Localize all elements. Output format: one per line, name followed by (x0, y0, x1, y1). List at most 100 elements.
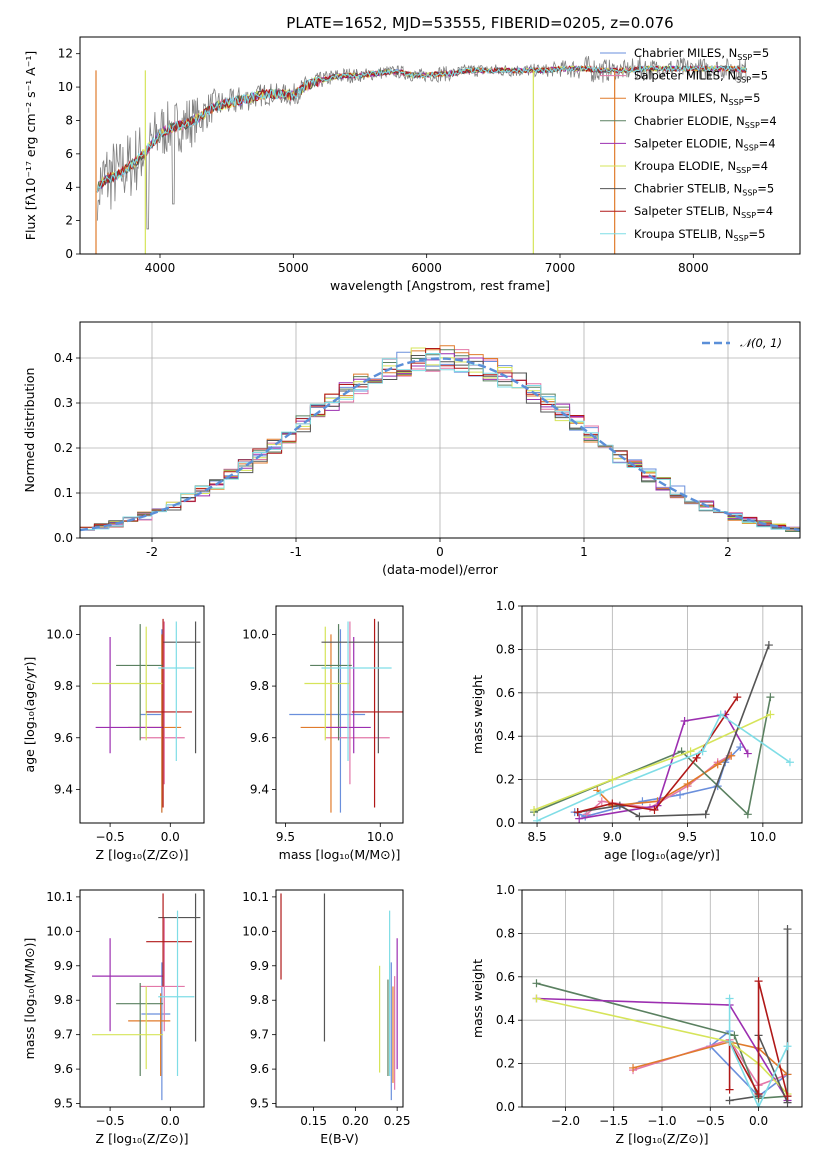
legend-name: Chabrier STELIB, N (634, 182, 742, 196)
axes-spectrum: 4000 5000 6000 7000 8000 0 2 4 6 8 10 12 wavelength … (23, 47, 709, 293)
legend-label: Chabrier ELODIE, NSSP=4 (634, 114, 777, 130)
y-tick-label: 10 (58, 80, 73, 94)
y-tick-label: 9.8 (250, 993, 269, 1007)
y-tick-label: 9.8 (250, 679, 269, 693)
weight-marker (629, 1063, 638, 1072)
weight-marker (713, 760, 722, 769)
legend-label: Kroupa STELIB, NSSP=5 (634, 227, 765, 243)
axes-mass_vs_ebv: 0.15 0.20 0.25 9.5 9.6 9.7 9.8 9.9 10.0 10.1 E(B-V… (242, 890, 410, 1146)
y-tick-label: 9.6 (250, 731, 269, 745)
x-axis-label: Z [log₁₀(Z/Z⊙)] (96, 847, 189, 862)
y-tick-label: 9.6 (250, 1062, 269, 1076)
weight-marker (727, 751, 736, 760)
weight-marker (730, 1031, 739, 1040)
weight-plot-weight_vs_Z (532, 925, 792, 1107)
weight-line (533, 713, 771, 811)
weight-marker (725, 1085, 734, 1094)
x-tick-label: 2 (724, 545, 732, 559)
weight-plot-weight_vs_age (530, 641, 794, 823)
histogram-plot (80, 345, 800, 534)
legend-label: Salpeter STELIB, NSSP=4 (634, 204, 773, 220)
y-tick-label: 10.1 (242, 890, 269, 904)
weight-marker (596, 788, 605, 797)
legend-suffix: =5 (757, 182, 774, 196)
y-tick-label: 0.2 (54, 441, 73, 455)
x-tick-label: 0.15 (300, 1114, 327, 1128)
y-tick-label: 6 (65, 147, 73, 161)
weight-marker (650, 805, 659, 814)
x-axis-label: wavelength [Angstrom, rest frame] (330, 278, 550, 293)
legend-suffix: =4 (751, 159, 768, 173)
x-tick-label: 9.5 (678, 830, 697, 844)
weight-marker (725, 1037, 734, 1046)
weight-marker (532, 994, 541, 1003)
y-tick-label: 9.7 (54, 1028, 73, 1042)
weight-marker (635, 812, 644, 821)
x-tick-label: −1.5 (599, 1114, 628, 1128)
legend-label: Salpeter ELODIE, NSSP=4 (634, 136, 776, 152)
x-axis-label: Z [log₁₀(Z/Z⊙)] (616, 1131, 709, 1146)
y-axis-label: mass [log₁₀(M/M⊙)] (22, 938, 37, 1060)
axes-frame-age_vs_mass (275, 605, 404, 824)
legend-subscript: SSP (741, 211, 756, 220)
y-tick-label: 0.6 (496, 686, 515, 700)
legend-subscript: SSP (744, 143, 759, 152)
legend-label: Salpeter MILES, NSSP=5 (634, 69, 768, 85)
legend-suffix: =5 (752, 46, 769, 60)
y-tick-label: 0.0 (496, 1100, 515, 1114)
weight-marker (686, 747, 695, 756)
weight-marker (701, 810, 710, 819)
y-tick-label: 0.1 (54, 486, 73, 500)
x-tick-label: 0.0 (161, 1114, 180, 1128)
y-tick-label: 12 (58, 47, 73, 61)
weight-marker (785, 758, 794, 767)
x-tick-label: 0.0 (749, 1114, 768, 1128)
axes-frame-spectrum (79, 36, 801, 255)
y-axis-label: age [log₁₀(age/yr)] (22, 657, 37, 773)
y-tick-label: 4 (65, 180, 73, 194)
x-tick-label: 0 (436, 545, 444, 559)
x-tick-label: 8000 (678, 261, 709, 275)
model-line (96, 64, 748, 193)
x-tick-label: 9.0 (603, 830, 622, 844)
x-tick-label: 5000 (278, 261, 309, 275)
legend-name: Salpeter ELODIE, N (634, 136, 744, 150)
x-axis-label: mass [log₁₀(M/M⊙)] (279, 847, 401, 862)
y-tick-label: 10.0 (46, 924, 73, 938)
legend-name: Chabrier MILES, N (634, 46, 737, 60)
weight-marker (608, 799, 617, 808)
x-tick-label: 0.0 (161, 830, 180, 844)
y-tick-label: 9.9 (54, 959, 73, 973)
axes-weight_vs_age: 8.5 9.0 9.5 10.0 0.0 0.2 0.4 0.6 0.8 1.0 age [log₁… (470, 599, 802, 862)
y-tick-label: 0.2 (496, 1057, 515, 1071)
x-tick-label: 8.5 (528, 830, 547, 844)
x-tick-label: 0.20 (342, 1114, 369, 1128)
y-tick-label: 10.0 (242, 627, 269, 641)
x-tick-label: 10.0 (750, 830, 777, 844)
y-tick-label: 9.4 (54, 782, 73, 796)
legend-suffix: =5 (744, 91, 761, 105)
y-tick-label: 1.0 (496, 883, 515, 897)
y-tick-label: 10.0 (46, 627, 73, 641)
weight-marker (736, 743, 745, 752)
y-tick-label: 9.4 (250, 782, 269, 796)
y-tick-label: 9.8 (54, 679, 73, 693)
weight-marker (597, 797, 606, 806)
weight-marker (638, 797, 647, 806)
axes-mass_vs_Z: −0.5 0.0 9.5 9.6 9.7 9.8 9.9 10.0 10.1 Z [log₁₀(Z… (22, 890, 188, 1146)
weight-marker (692, 753, 701, 762)
x-tick-label: 1 (580, 545, 588, 559)
y-tick-label: 9.6 (54, 731, 73, 745)
chart-title: PLATE=1652, MJD=53555, FIBERID=0205, z=0… (286, 14, 673, 32)
axes-frame-mass_vs_ebv (275, 889, 404, 1108)
gridlines (522, 889, 802, 1108)
axes-frame-age_vs_Z (79, 605, 205, 824)
y-tick-label: 9.5 (54, 1097, 73, 1111)
weight-marker (733, 693, 742, 702)
weight-line (728, 998, 789, 1107)
legend-name: Salpeter MILES, N (634, 69, 736, 83)
x-tick-label: −1.0 (647, 1114, 676, 1128)
x-axis-label: (data-model)/error (382, 562, 499, 577)
weight-marker (783, 1042, 792, 1051)
x-axis-label: E(B-V) (320, 1131, 359, 1146)
